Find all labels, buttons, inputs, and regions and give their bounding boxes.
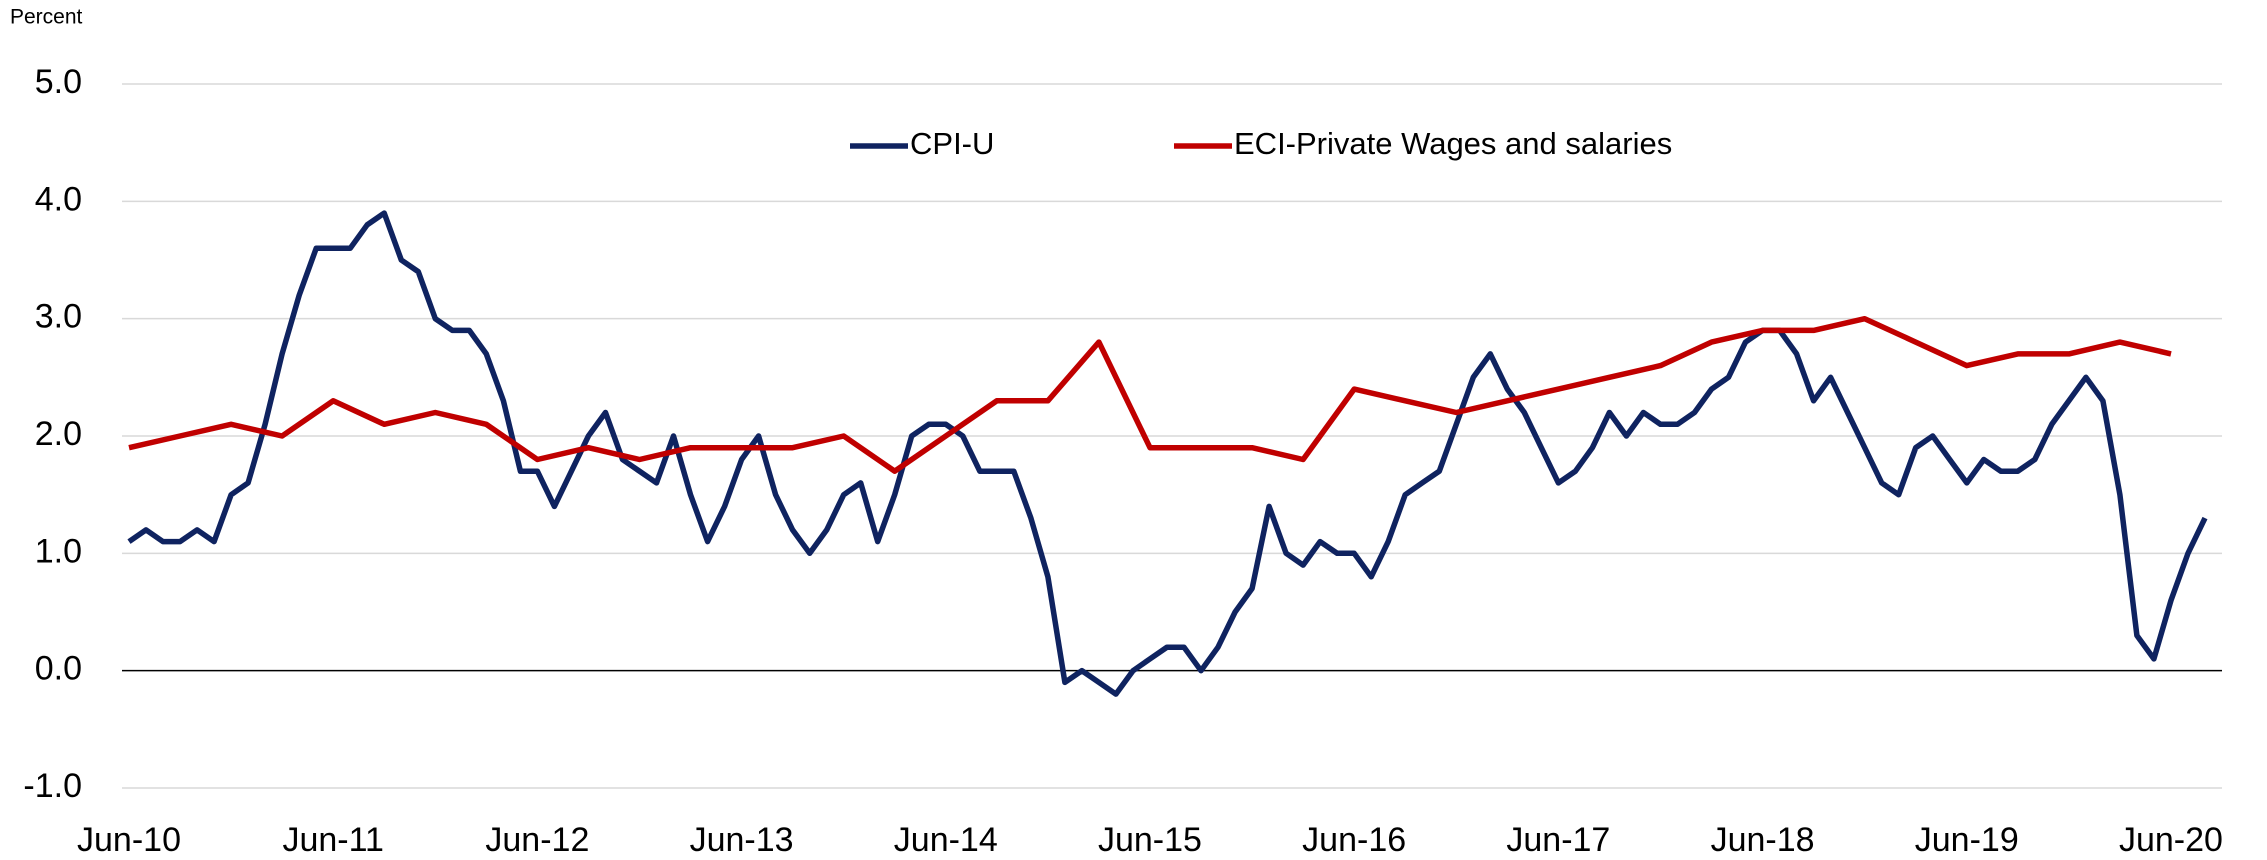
x-tick-label: Jun-17 (1506, 821, 1610, 859)
y-tick-label: 1.0 (35, 532, 82, 570)
x-tick-label: Jun-11 (282, 821, 383, 859)
y-tick-label: 0.0 (35, 650, 82, 688)
x-tick-label: Jun-13 (690, 821, 794, 859)
x-tick-label: Jun-19 (1915, 821, 2019, 859)
x-tick-label: Jun-14 (894, 821, 998, 859)
series-line (128, 315, 2172, 474)
y-tick-label: 5.0 (35, 63, 82, 101)
x-tick-label: Jun-12 (485, 821, 589, 859)
x-tick-label: Jun-10 (77, 821, 181, 859)
y-axis-label: Percent (10, 6, 83, 29)
y-tick-label: 3.0 (35, 298, 82, 336)
series-line (127, 210, 2208, 697)
y-tick-label: -1.0 (23, 767, 82, 805)
legend-label: CPI-U (910, 126, 994, 161)
legend-label: ECI-Private Wages and salaries (1234, 126, 1672, 161)
y-tick-label: 2.0 (35, 415, 82, 453)
x-tick-label: Jun-16 (1302, 821, 1406, 859)
x-tick-label: Jun-15 (1098, 821, 1202, 859)
x-tick-label: Jun-18 (1711, 821, 1815, 859)
y-tick-label: 4.0 (35, 180, 82, 218)
x-tick-label: Jun-20 (2119, 821, 2223, 859)
